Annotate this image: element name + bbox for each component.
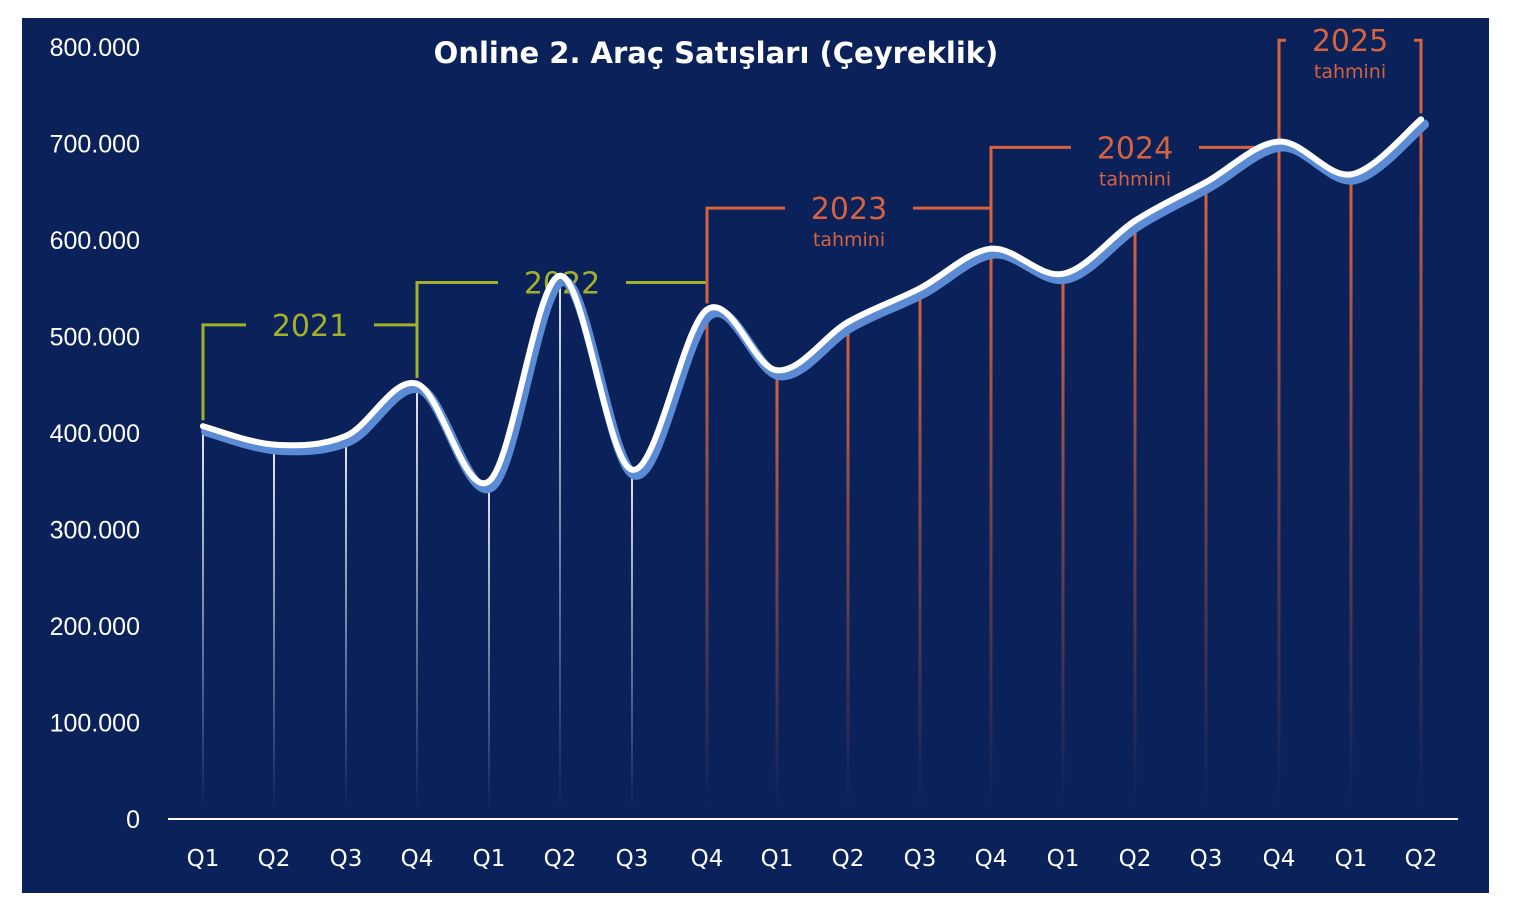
forecast-drop-line — [1349, 174, 1353, 811]
x-tick-label: Q4 — [691, 846, 724, 872]
forecast-drop-line — [1133, 220, 1137, 811]
data-point — [629, 466, 635, 473]
actual-drop-line — [631, 469, 633, 811]
year-label: 2024 — [1097, 131, 1173, 166]
actual-drop-line — [416, 383, 418, 811]
actual-drop-line — [345, 435, 347, 811]
x-tick-label: Q1 — [473, 846, 506, 872]
x-tick-label: Q1 — [761, 846, 794, 872]
year-label: 2023 — [811, 192, 887, 227]
y-tick-label: 300.000 — [50, 517, 140, 545]
data-point — [774, 367, 780, 374]
series-line — [200, 116, 1424, 487]
actual-drop-line — [273, 444, 275, 811]
data-point — [557, 272, 563, 279]
x-tick-label: Q3 — [616, 846, 649, 872]
y-tick-label: 700.000 — [50, 131, 140, 159]
x-tick-label: Q4 — [1263, 846, 1296, 872]
data-point — [486, 478, 492, 485]
data-point — [704, 306, 710, 313]
data-point — [414, 380, 420, 387]
year-bracket — [1277, 38, 1423, 136]
forecast-drop-line — [1419, 119, 1423, 811]
data-point — [845, 319, 851, 326]
data-point — [1132, 217, 1138, 224]
forecast-drop-line — [1061, 273, 1065, 811]
x-tick-label: Q4 — [975, 846, 1008, 872]
data-point — [1203, 179, 1209, 186]
y-tick-label: 0 — [126, 806, 140, 834]
y-tick-label: 200.000 — [50, 613, 140, 641]
forecast-drop-line — [1277, 141, 1281, 811]
x-tick-label: Q2 — [832, 846, 865, 872]
x-tick-label: Q3 — [1190, 846, 1223, 872]
forecast-drop-line — [989, 248, 993, 811]
x-tick-label: Q2 — [1119, 846, 1152, 872]
chart-title: Online 2. Araç Satışları (Çeyreklik) — [434, 36, 999, 70]
data-point — [917, 285, 923, 292]
y-tick-label: 100.000 — [50, 710, 140, 738]
data-point — [271, 441, 277, 448]
x-tick-label: Q1 — [1047, 846, 1080, 872]
x-tick-label: Q1 — [1335, 846, 1368, 872]
x-tick-label: Q1 — [187, 846, 220, 872]
data-point — [343, 432, 349, 439]
y-tick-label: 400.000 — [50, 420, 140, 448]
series-line-shadow — [201, 119, 1429, 494]
forecast-label: tahmini — [813, 229, 885, 251]
data-point — [1276, 138, 1282, 145]
actual-drop-line — [202, 426, 204, 811]
x-tick-label: Q3 — [330, 846, 363, 872]
year-label: 2025 — [1312, 24, 1388, 59]
year-label: 2021 — [272, 309, 348, 344]
forecast-label: tahmini — [1314, 61, 1386, 83]
x-tick-label: Q3 — [904, 846, 937, 872]
actual-drop-line — [559, 275, 561, 812]
data-point — [1418, 116, 1424, 123]
data-point — [1348, 171, 1354, 178]
y-tick-label: 600.000 — [50, 227, 140, 255]
actual-drop-line — [488, 481, 490, 811]
forecast-label: tahmini — [1099, 168, 1171, 190]
x-tick-label: Q4 — [401, 846, 434, 872]
forecast-drop-line — [705, 309, 709, 811]
forecast-drop-line — [846, 322, 850, 811]
data-point — [200, 423, 206, 430]
data-point — [1060, 270, 1066, 277]
x-tick-label: Q2 — [544, 846, 577, 872]
y-tick-label: 800.000 — [50, 34, 140, 62]
forecast-drop-line — [1204, 182, 1208, 812]
x-tick-label: Q2 — [258, 846, 291, 872]
y-tick-label: 500.000 — [50, 324, 140, 352]
forecast-drop-line — [775, 370, 779, 811]
x-tick-label: Q2 — [1405, 846, 1438, 872]
data-point — [988, 245, 994, 252]
forecast-drop-line — [918, 288, 922, 811]
